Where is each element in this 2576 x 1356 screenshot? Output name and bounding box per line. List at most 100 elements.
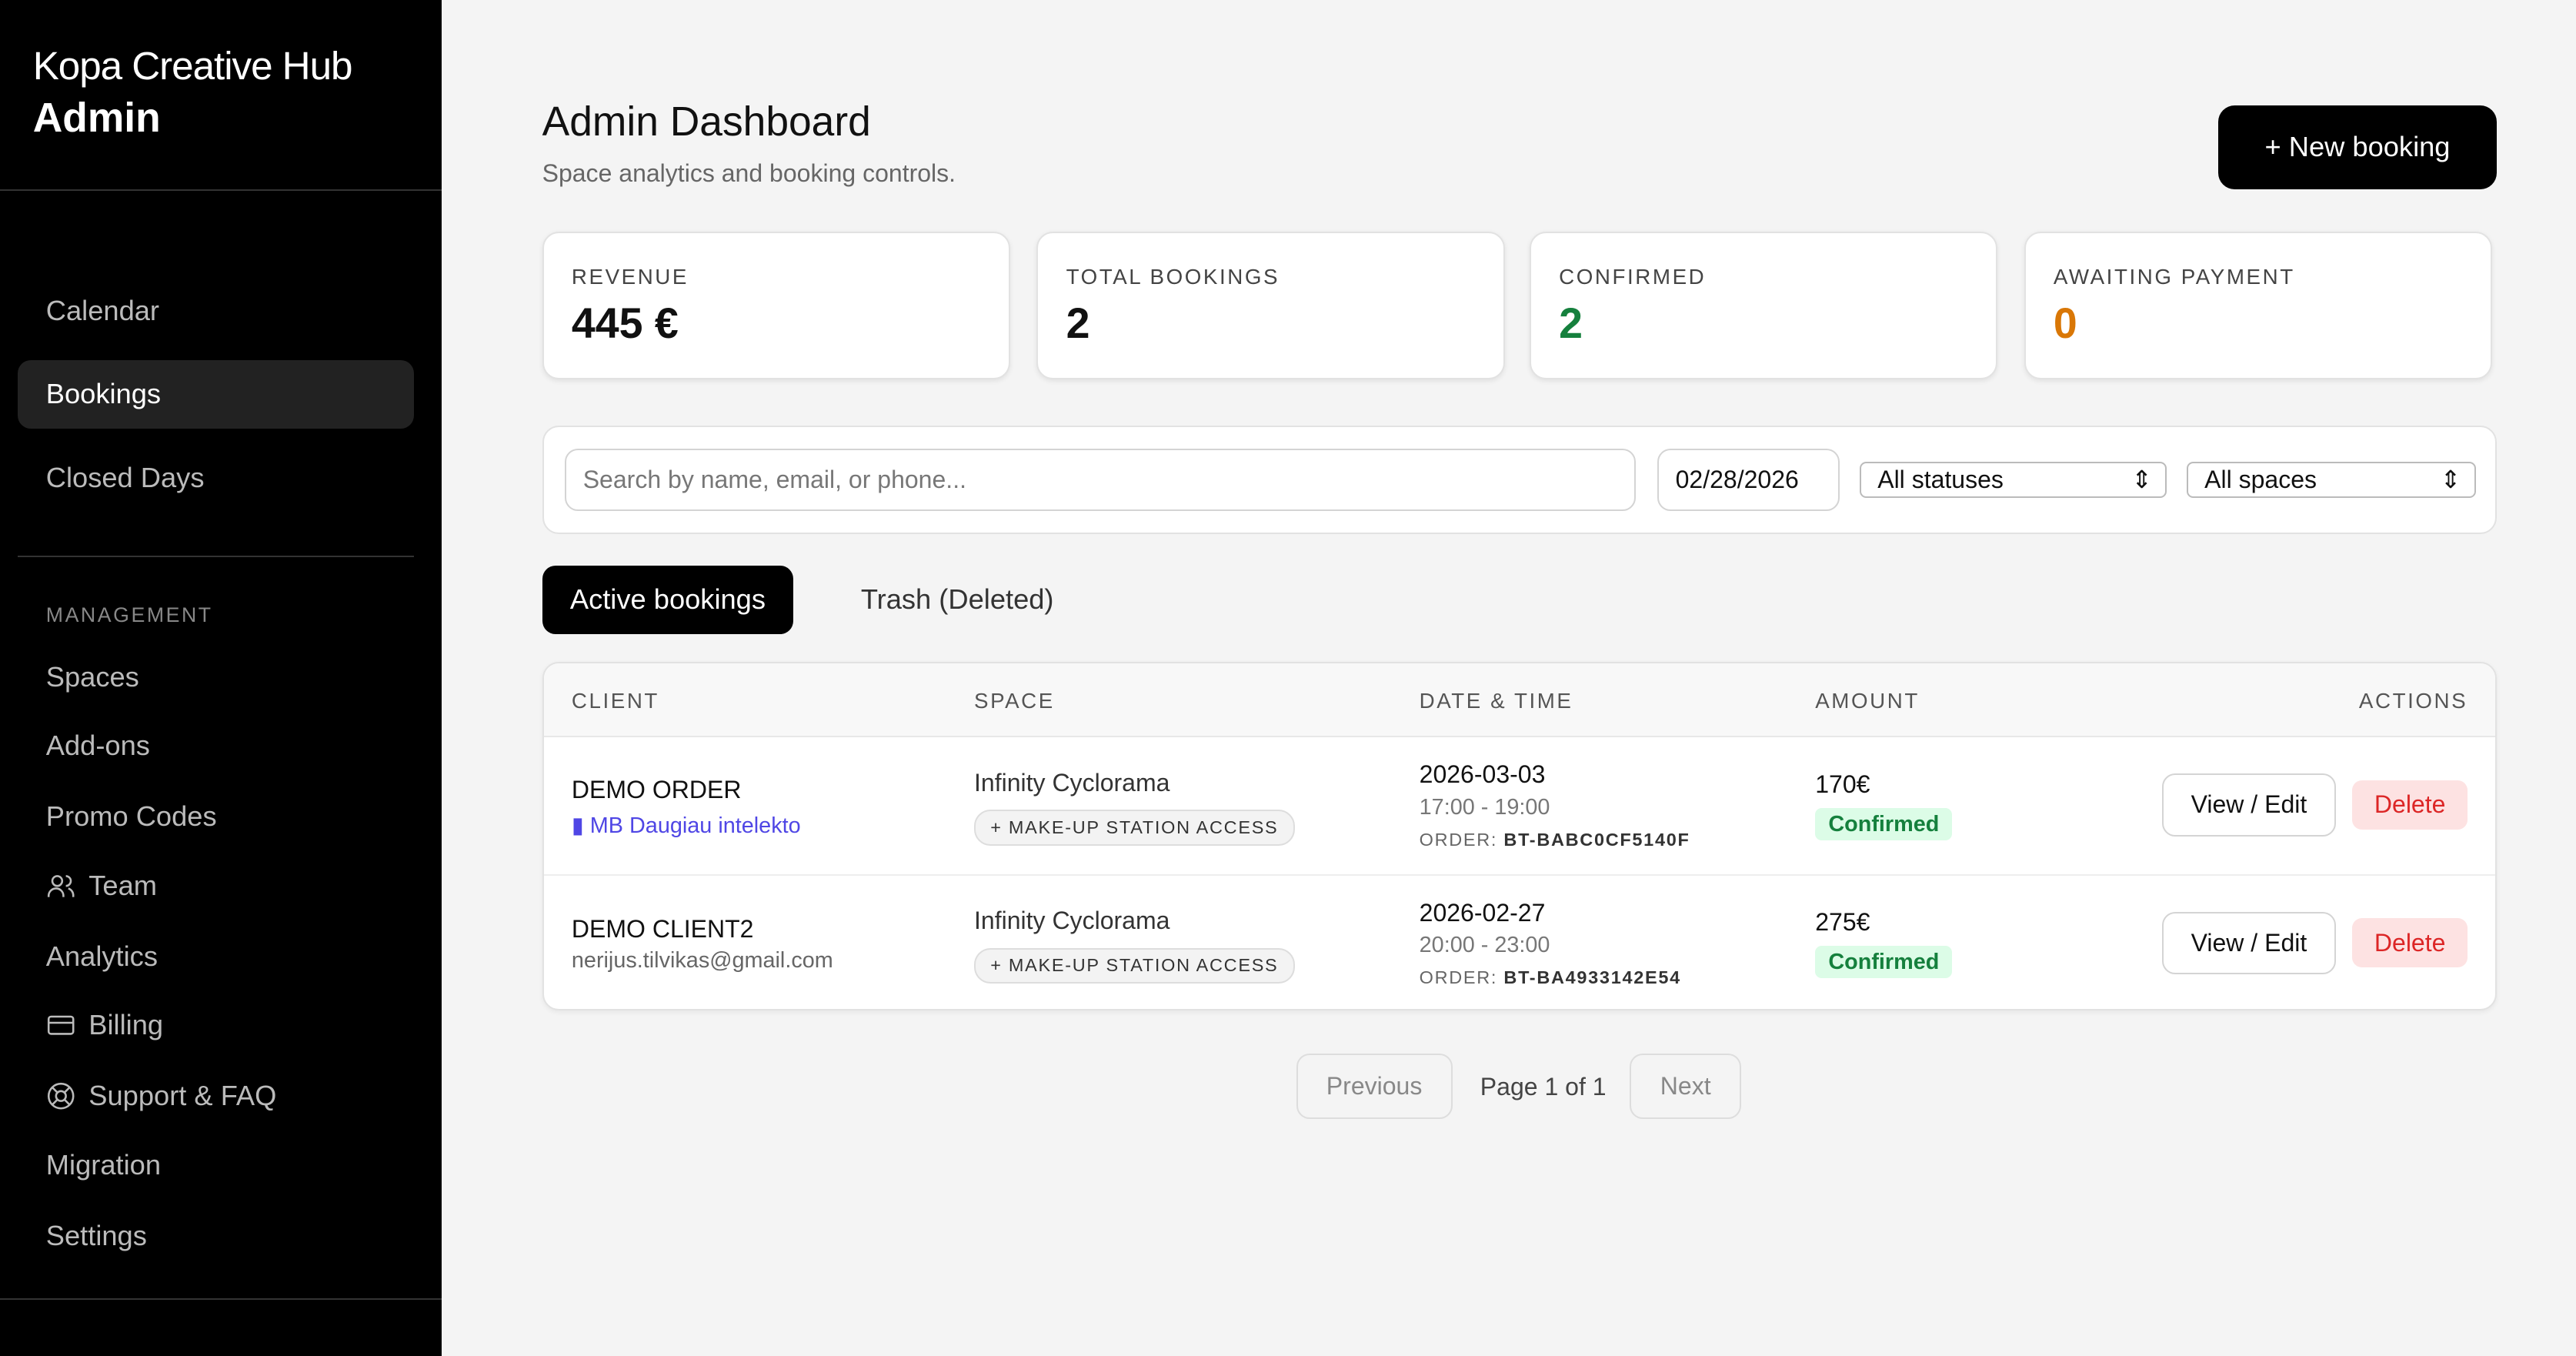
label: Support & FAQ [88, 1080, 277, 1112]
booking-time: 20:00 - 23:00 [1419, 933, 1550, 958]
date-input[interactable]: 02/28/2026 [1657, 448, 1840, 511]
table-header: CLIENT SPACE DATE & TIME AMOUNT ACTIONS [543, 663, 2496, 738]
order-id: ORDER: BT-BA4933142E54 [1420, 967, 1681, 988]
sidebar-item-team[interactable]: Team [18, 851, 414, 920]
label: Promo Codes [45, 800, 217, 833]
lifebuoy-icon [47, 1082, 75, 1110]
status-badge: Confirmed [1815, 946, 1953, 978]
main-content: Admin Dashboard Space analytics and book… [442, 0, 2576, 1356]
col-space: SPACE [974, 688, 1055, 713]
label: Bookings [45, 378, 162, 410]
amount: 275€ [1815, 908, 1870, 937]
stat-value: 0 [2053, 299, 2077, 348]
label: Settings [45, 1219, 147, 1251]
label: Analytics [45, 940, 158, 972]
col-amount: AMOUNT [1815, 688, 1920, 713]
stat-label: AWAITING PAYMENT [2053, 264, 2295, 289]
space-name: Infinity Cyclorama [974, 907, 1170, 935]
next-button[interactable]: Next [1630, 1053, 1742, 1120]
view-edit-button[interactable]: View / Edit [2161, 911, 2337, 974]
brand-name: Kopa Creative Hub [32, 43, 353, 88]
page-title: Admin Dashboard [542, 99, 871, 145]
stat-card-total: TOTAL BOOKINGS 2 [1036, 232, 1505, 380]
sidebar-item-promo-codes[interactable]: Promo Codes [18, 782, 414, 851]
search-input[interactable]: Search by name, email, or phone... [565, 448, 1637, 511]
sidebar-item-bookings[interactable]: Bookings [18, 359, 415, 429]
label: Billing [88, 1009, 164, 1041]
client-company-link[interactable]: ▮ MB Daugiau intelekto [572, 812, 801, 839]
addon-chip: + MAKE-UP STATION ACCESS [974, 947, 1295, 984]
status-badge: Confirmed [1815, 808, 1953, 840]
label: Add-ons [45, 730, 150, 762]
stat-label: TOTAL BOOKINGS [1066, 264, 1280, 289]
space-value: All spaces [2204, 465, 2317, 493]
label: Migration [45, 1148, 161, 1181]
sidebar-item-billing[interactable]: Billing [18, 991, 414, 1060]
divider [0, 189, 442, 191]
space-select[interactable]: All spaces ⇕ [2186, 461, 2476, 498]
sidebar-item-analytics[interactable]: Analytics [18, 922, 414, 991]
tab-active-bookings[interactable]: Active bookings [542, 565, 794, 635]
table-row: DEMO CLIENT2 nerijus.tilvikas@gmail.com … [544, 876, 2496, 1010]
booking-date: 2026-03-03 [1419, 760, 1546, 789]
delete-button[interactable]: Delete [2352, 918, 2468, 968]
sidebar: Kopa Creative Hub Admin Calendar Bookings… [0, 0, 442, 1356]
sidebar-item-add-ons[interactable]: Add-ons [18, 712, 414, 781]
client-name: DEMO ORDER [571, 775, 742, 803]
status-select[interactable]: All statuses ⇕ [1859, 461, 2167, 498]
stat-card-revenue: REVENUE 445 € [542, 232, 1011, 380]
amount: 170€ [1815, 770, 1870, 799]
brand-subtitle: Admin [32, 95, 161, 142]
building-icon: ▮ [571, 813, 590, 838]
booking-date: 2026-02-27 [1419, 898, 1546, 927]
label: Spaces [45, 660, 139, 693]
bookings-table: CLIENT SPACE DATE & TIME AMOUNT ACTIONS … [542, 662, 2498, 1011]
stat-card-confirmed: CONFIRMED 2 [1529, 232, 1998, 380]
table-row: DEMO ORDER ▮ MB Daugiau intelekto Infini… [543, 737, 2496, 876]
delete-button[interactable]: Delete [2352, 780, 2468, 830]
stat-value: 2 [1559, 299, 1583, 348]
page-subtitle: Space analytics and booking controls. [542, 159, 956, 188]
status-value: All statuses [1877, 465, 2004, 493]
order-label: ORDER: [1419, 967, 1498, 988]
label: Calendar [45, 294, 160, 326]
chevron-updown-icon: ⇕ [2131, 466, 2153, 494]
col-client: CLIENT [571, 688, 659, 713]
sidebar-item-spaces[interactable]: Spaces [18, 643, 414, 712]
order-id: ORDER: BT-BABC0CF5140F [1420, 830, 1690, 850]
booking-time: 17:00 - 19:00 [1419, 795, 1550, 820]
stat-label: REVENUE [571, 264, 689, 289]
order-value: BT-BA4933142E54 [1503, 967, 1681, 988]
filter-bar: Search by name, email, or phone... 02/28… [542, 426, 2498, 534]
order-value: BT-BABC0CF5140F [1503, 829, 1690, 850]
sidebar-item-support[interactable]: Support & FAQ [18, 1061, 414, 1131]
previous-button[interactable]: Previous [1296, 1053, 1453, 1120]
space-name: Infinity Cyclorama [974, 768, 1170, 797]
company: MB Daugiau intelekto [589, 813, 801, 838]
stat-card-awaiting: AWAITING PAYMENT 0 [2024, 232, 2493, 380]
new-booking-button[interactable]: + New booking [2217, 105, 2498, 189]
col-actions: ACTIONS [2358, 688, 2468, 713]
stat-value: 445 € [571, 299, 679, 348]
chevron-updown-icon: ⇕ [2440, 466, 2461, 494]
sidebar-item-settings[interactable]: Settings [18, 1201, 414, 1271]
client-name: DEMO CLIENT2 [571, 914, 754, 943]
addon-chip: + MAKE-UP STATION ACCESS [974, 810, 1295, 847]
sidebar-item-closed-days[interactable]: Closed Days [18, 444, 414, 513]
divider [18, 555, 415, 557]
divider [0, 1298, 442, 1300]
tab-trash[interactable]: Trash (Deleted) [860, 583, 1054, 616]
order-label: ORDER: [1419, 829, 1498, 850]
label: Team [88, 869, 157, 901]
client-email: nerijus.tilvikas@gmail.com [571, 947, 833, 973]
users-icon [47, 874, 75, 897]
sidebar-item-calendar[interactable]: Calendar [18, 276, 414, 346]
sidebar-item-migration[interactable]: Migration [18, 1131, 414, 1200]
stat-value: 2 [1066, 299, 1090, 348]
col-datetime: DATE & TIME [1419, 688, 1573, 713]
page-indicator: Page 1 of 1 [1480, 1073, 1607, 1101]
label: Closed Days [45, 462, 205, 494]
view-edit-button[interactable]: View / Edit [2161, 773, 2337, 837]
stat-label: CONFIRMED [1559, 264, 1707, 289]
credit-card-icon [47, 1015, 75, 1035]
